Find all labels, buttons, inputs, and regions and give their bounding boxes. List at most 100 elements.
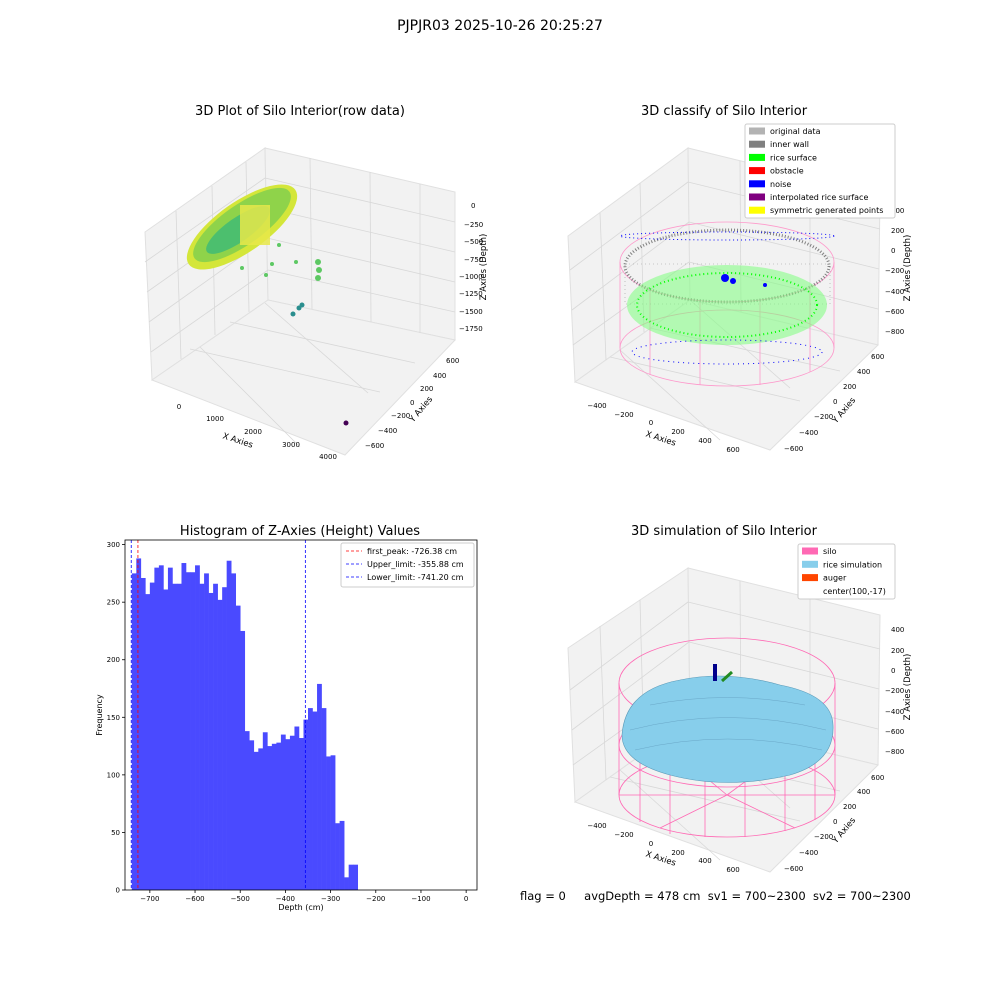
p2-ytick: 200 — [843, 383, 856, 391]
p4-xtick: −200 — [614, 831, 633, 839]
histogram-xtick-label: 0 — [464, 895, 468, 903]
histogram-bar — [267, 746, 273, 890]
p4-legend: silo rice simulation auger center(100,-17) — [797, 543, 896, 600]
histogram-xtick-label: −400 — [276, 895, 295, 903]
histogram-xtick-label: −200 — [366, 895, 385, 903]
p2-ytick: 600 — [871, 353, 884, 361]
histogram-ytick-label: 200 — [107, 656, 120, 664]
p4-xtick: −400 — [587, 822, 606, 830]
histogram-bar — [298, 738, 304, 890]
histogram-xtick-label: −700 — [140, 895, 159, 903]
p4-xtick: 200 — [671, 849, 684, 857]
p4-ztick: 200 — [891, 647, 904, 655]
panel1-title: 3D Plot of Silo Interior(row data) — [195, 104, 405, 119]
histogram-bar — [222, 587, 227, 890]
histogram-bar — [231, 573, 237, 890]
histogram-yticks: 0 50 100 150 200 250 300 — [107, 541, 125, 895]
histogram-ytick-label: 250 — [107, 599, 120, 607]
p1-zlabel: Z Axies (Depth) — [479, 234, 489, 301]
p2-ztick: −600 — [885, 308, 904, 316]
histogram-legend-label: Upper_limit: -355.88 cm — [367, 560, 464, 569]
p4-xtick: 600 — [726, 866, 739, 874]
histogram-bar — [271, 743, 277, 890]
histogram-legend-label: Lower_limit: -741.20 cm — [367, 573, 464, 582]
avg-depth-text: avgDepth = 478 cm — [584, 889, 701, 903]
histogram-bar — [199, 583, 205, 890]
histogram-ytick-label: 100 — [107, 771, 120, 779]
histogram-bar — [326, 756, 331, 890]
p1-ztick: 0 — [471, 202, 475, 210]
legend-label: noise — [770, 180, 791, 189]
histogram-xtick-label: −100 — [411, 895, 430, 903]
p1-xtick: 2000 — [244, 428, 262, 436]
p2-xtick: 400 — [698, 437, 711, 445]
p1-xtick: 4000 — [319, 453, 337, 461]
p1-ztick: −1250 — [459, 290, 483, 298]
p2-xtick: 200 — [671, 428, 684, 436]
p2-ztick: 200 — [891, 227, 904, 235]
histogram-ytick-label: 50 — [111, 829, 120, 837]
histogram-bar — [145, 594, 151, 890]
legend-label: rice simulation — [823, 560, 882, 569]
p1-ztick: −1000 — [459, 273, 483, 281]
histogram-bar — [321, 708, 327, 890]
histogram-bar — [348, 864, 354, 890]
histogram-bar — [208, 592, 214, 890]
histogram-bar — [186, 572, 191, 890]
histogram-bar — [285, 739, 291, 890]
p2-ztick: −800 — [885, 328, 904, 336]
p2-ztick: −400 — [885, 288, 904, 296]
rice-simulation-surface — [621, 675, 834, 783]
p2-ytick: −400 — [799, 429, 818, 437]
p2-ytick: 0 — [833, 398, 837, 406]
histogram-bar — [167, 567, 173, 890]
silo-wireframe — [618, 637, 836, 838]
classified-points — [619, 228, 835, 365]
legend-swatch — [749, 193, 765, 201]
histogram-ytick-label: 0 — [116, 887, 120, 895]
legend-swatch — [749, 127, 765, 135]
p2-ytick: −200 — [814, 413, 833, 421]
legend-swatch — [802, 560, 818, 568]
histogram-bar — [176, 583, 182, 890]
histogram-ytick-label: 300 — [107, 541, 120, 549]
histogram-bar — [136, 558, 142, 890]
histogram-bar — [344, 877, 349, 890]
histogram-ytick-label: 150 — [107, 714, 120, 722]
p4-ytick: −400 — [799, 849, 818, 857]
histogram-bar — [280, 734, 286, 890]
p1-ztick: −750 — [464, 256, 483, 264]
flag-text: flag = 0 — [520, 889, 566, 903]
histogram-bar — [339, 820, 345, 890]
p2-xtick: −400 — [587, 402, 606, 410]
auger-icon — [713, 664, 734, 683]
p2-xtick: 600 — [726, 446, 739, 454]
p2-ztick: −200 — [885, 267, 904, 275]
p4-ytick: 0 — [833, 818, 837, 826]
p4-zlabel: Z Axies (Depth) — [903, 654, 913, 721]
legend-swatch — [802, 574, 818, 582]
p1-ytick: 400 — [433, 372, 446, 380]
p1-ytick: −200 — [391, 412, 410, 420]
histogram-bar — [303, 719, 309, 890]
p4-ztick: 0 — [891, 667, 895, 675]
histogram-bar — [276, 742, 282, 890]
p1-ytick: 0 — [410, 399, 414, 407]
sv2-text: sv2 = 700~2300 — [812, 889, 911, 903]
histogram-bar — [317, 683, 322, 890]
legend-label: center(100,-17) — [823, 587, 886, 596]
histogram-bar — [308, 708, 313, 890]
histogram-bar — [213, 583, 218, 890]
p1-ztick: −1750 — [459, 325, 483, 333]
legend-swatch — [749, 153, 765, 161]
histogram-xtick-label: −300 — [321, 895, 340, 903]
histogram-bar — [262, 732, 268, 890]
histogram-bar — [158, 565, 164, 890]
histogram-chart: −700 −600 −500 −400 −300 −200 −100 0 0 50 100 150 2… — [95, 539, 478, 912]
histogram-bar — [312, 711, 318, 890]
figure-title: PJPJR03 2025-10-26 20:25:27 — [397, 18, 603, 34]
histogram-bar — [190, 572, 196, 890]
p4-ztick: −800 — [885, 748, 904, 756]
p4-ytick: 400 — [857, 788, 870, 796]
histogram-ylabel: Frequency — [95, 694, 104, 736]
